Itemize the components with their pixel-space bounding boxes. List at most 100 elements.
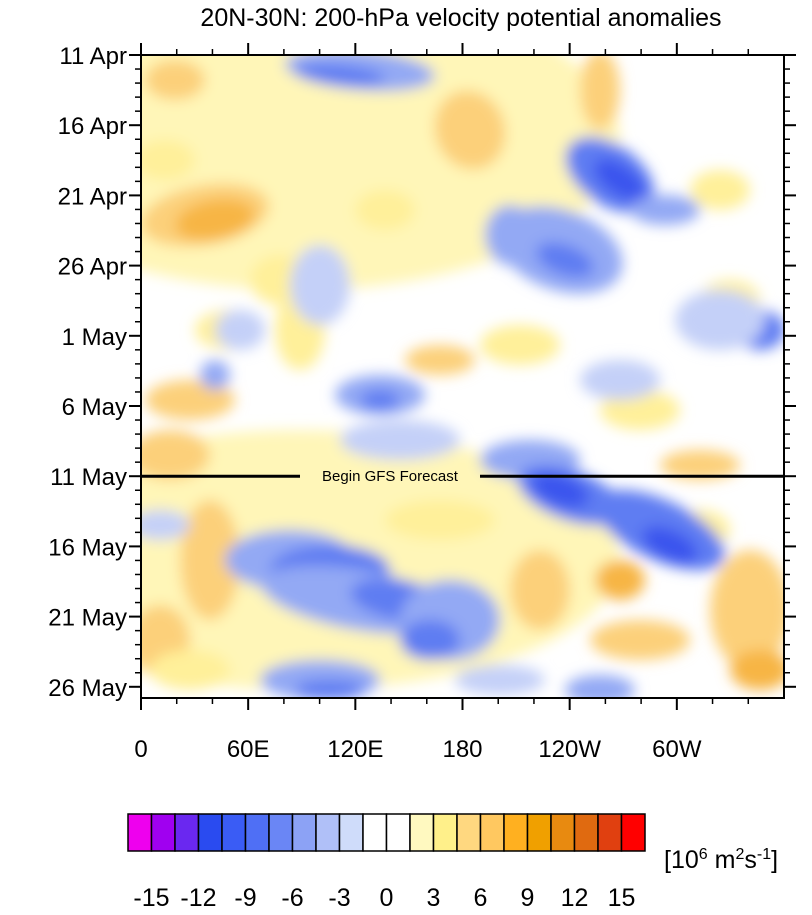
anomaly-blob (360, 390, 400, 410)
anomaly-blob (455, 665, 545, 695)
colorbar-segment (573, 813, 599, 852)
units-base: [10 (664, 846, 699, 874)
y-tick-label: 26 May (48, 675, 127, 702)
colorbar-units: [106 m2s-1] (664, 846, 778, 874)
anomaly-blob (580, 360, 660, 400)
y-tick-label: 11 May (50, 464, 127, 491)
anomaly-blob (141, 510, 190, 540)
y-tick-label: 21 May (48, 605, 127, 632)
anomaly-blob (593, 158, 647, 202)
colorbar-segment (620, 813, 646, 852)
colorbar-segment (597, 813, 623, 852)
colorbar-tick-label: 0 (380, 884, 394, 912)
colorbar-segment (291, 813, 317, 852)
anomaly-blob (434, 90, 506, 170)
anomaly-blob (141, 140, 195, 180)
colorbar-segment (362, 813, 388, 852)
anomaly-blob (200, 360, 230, 390)
anomaly-blob (595, 560, 645, 600)
anomaly-blob (642, 526, 698, 564)
colorbar-segment (174, 813, 200, 852)
x-tick-label: 0 (134, 736, 147, 763)
y-tick-label: 26 Apr (58, 254, 127, 281)
colorbar-segment (315, 813, 341, 852)
units-close: ] (771, 846, 778, 874)
anomaly-blob (295, 680, 365, 698)
y-tick-label: 11 Apr (59, 43, 127, 70)
anomaly-blob (340, 420, 460, 460)
colorbar-segment (127, 813, 153, 852)
colorbar-tick-label: -15 (133, 884, 169, 912)
anomaly-blob (480, 325, 560, 365)
x-tick-label: 60E (227, 736, 270, 763)
forecast-label: Begin GFS Forecast (322, 468, 459, 485)
anomaly-blob (531, 472, 589, 508)
colorbar-tick-label: -3 (328, 884, 350, 912)
units-m: m (708, 846, 736, 874)
colorbar-segment (268, 813, 294, 852)
colorbar-tick-label: -12 (180, 884, 216, 912)
y-axis: 11 Apr 16 Apr 21 Apr 26 Apr 1 May 6 May 11 May… (48, 43, 796, 702)
anomaly-blob (295, 64, 385, 86)
anomaly-blob (536, 242, 594, 278)
anomaly-blob (580, 55, 620, 130)
units-exp-6: 6 (699, 846, 708, 863)
colorbar-segment (479, 813, 505, 852)
anomaly-blob (145, 60, 205, 100)
units-s: s (744, 846, 757, 874)
colorbar-segment (526, 813, 552, 852)
y-tick-label: 6 May (62, 394, 127, 421)
colorbar-tick-label: 9 (521, 884, 535, 912)
anomaly-blob (485, 205, 535, 265)
colorbar (127, 813, 646, 852)
anomaly-blob (690, 170, 750, 210)
colorbar-tick-label: 12 (561, 884, 589, 912)
colorbar-tick-label: -9 (234, 884, 256, 912)
anomaly-blob (150, 650, 230, 690)
anomaly-blob (660, 450, 740, 480)
anomaly-blob (145, 380, 235, 420)
colorbar-segment (244, 813, 270, 852)
units-exp-minus1: -1 (757, 846, 771, 863)
anomaly-blob (405, 345, 475, 375)
colorbar-tick-label: 15 (608, 884, 636, 912)
anomaly-blob (590, 620, 690, 660)
colorbar-segment (456, 813, 482, 852)
colorbar-segment (221, 813, 247, 852)
colorbar-segment (338, 813, 364, 852)
anomaly-blob (175, 199, 255, 241)
y-tick-label: 21 Apr (58, 183, 127, 210)
colorbar-segment (432, 813, 458, 852)
colorbar-segment (550, 813, 576, 852)
anomaly-blob (675, 290, 765, 350)
anomaly-blob (565, 675, 635, 698)
colorbar-labels: -15 -12 -9 -6 -3 0 3 6 9 12 15 (133, 884, 635, 912)
colorbar-tick-label: -6 (281, 884, 303, 912)
anomaly-blob (141, 430, 210, 480)
anomaly-blob (180, 500, 240, 620)
anomaly-blob (510, 550, 570, 630)
x-tick-label: 60W (652, 736, 702, 763)
forecast-marker: Begin GFS Forecast (141, 468, 784, 485)
anomaly-blob (215, 310, 265, 350)
y-tick-label: 16 Apr (58, 113, 127, 140)
anomaly-blob (290, 245, 350, 325)
colorbar-segment (409, 813, 435, 852)
colorbar-segment (150, 813, 176, 852)
x-tick-label: 120W (538, 736, 601, 763)
x-tick-label: 120E (327, 736, 383, 763)
anomaly-blob (355, 190, 415, 230)
anomaly-blob (400, 620, 460, 660)
anomaly-field (141, 55, 784, 698)
chart-title: 20N-30N: 200-hPa velocity potential anom… (200, 4, 721, 32)
x-tick-label: 180 (442, 736, 482, 763)
anomaly-blob (630, 195, 700, 225)
colorbar-segment (503, 813, 529, 852)
y-tick-label: 16 May (48, 534, 127, 561)
anomaly-blob (385, 500, 495, 540)
colorbar-segment (385, 813, 411, 852)
x-axis: 0 60E 120E 180 120W 60W (134, 43, 750, 763)
y-tick-label: 1 May (62, 324, 127, 351)
units-exp-2: 2 (735, 846, 744, 863)
